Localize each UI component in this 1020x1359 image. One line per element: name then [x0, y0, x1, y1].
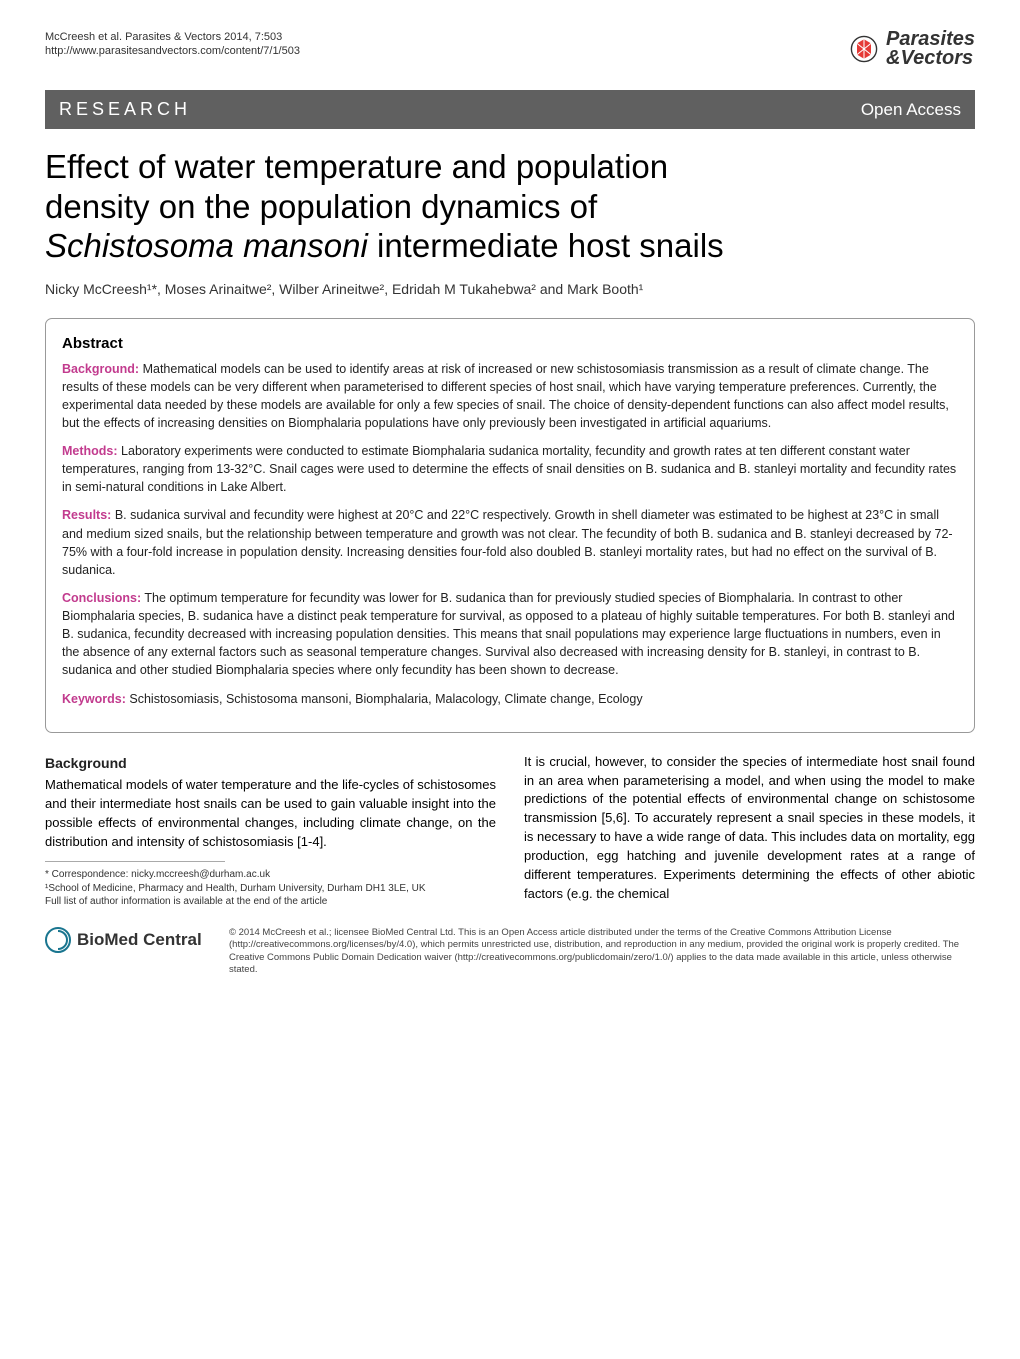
journal-logo: Parasites&Vectors — [850, 30, 975, 68]
abstract-methods-text: Laboratory experiments were conducted to… — [62, 444, 956, 494]
title-line-3-rest: intermediate host snails — [368, 227, 724, 264]
title-line-1: Effect of water temperature and populati… — [45, 148, 668, 185]
correspondence-block: * Correspondence: nicky.mccreesh@durham.… — [45, 868, 496, 909]
article-type-banner: RESEARCH Open Access — [45, 90, 975, 129]
abstract-background: Background: Mathematical models can be u… — [62, 360, 958, 433]
abstract-conclusions: Conclusions: The optimum temperature for… — [62, 589, 958, 680]
abstract-box: Abstract Background: Mathematical models… — [45, 318, 975, 733]
background-heading: Background — [45, 753, 496, 773]
footnote-divider — [45, 861, 225, 862]
background-para-1: Mathematical models of water temperature… — [45, 776, 496, 851]
abstract-background-label: Background: — [62, 362, 139, 376]
citation-line-1: McCreesh et al. Parasites & Vectors 2014… — [45, 30, 300, 44]
abstract-methods-label: Methods: — [62, 444, 118, 458]
background-para-2: It is crucial, however, to consider the … — [524, 753, 975, 904]
copyright-text: © 2014 McCreesh et al.; licensee BioMed … — [229, 927, 975, 976]
body-columns: Background Mathematical models of water … — [45, 753, 975, 909]
page-footer: BioMed Central © 2014 McCreesh et al.; l… — [45, 927, 975, 976]
biomed-central-logo: BioMed Central — [45, 927, 215, 953]
abstract-conclusions-text: The optimum temperature for fecundity wa… — [62, 591, 955, 678]
page-header: McCreesh et al. Parasites & Vectors 2014… — [45, 30, 975, 68]
abstract-results-label: Results: — [62, 508, 111, 522]
journal-logo-text: Parasites&Vectors — [886, 30, 975, 68]
correspondence-email: * Correspondence: nicky.mccreesh@durham.… — [45, 868, 496, 882]
title-line-2: density on the population dynamics of — [45, 188, 597, 225]
article-type-label: RESEARCH — [59, 97, 191, 122]
abstract-keywords: Keywords: Schistosomiasis, Schistosoma m… — [62, 690, 958, 708]
body-col-right: It is crucial, however, to consider the … — [524, 753, 975, 909]
biomed-central-icon — [45, 927, 71, 953]
abstract-background-text: Mathematical models can be used to ident… — [62, 362, 949, 430]
correspondence-note: Full list of author information is avail… — [45, 895, 496, 909]
abstract-heading: Abstract — [62, 333, 958, 354]
keywords-text: Schistosomiasis, Schistosoma mansoni, Bi… — [129, 692, 642, 706]
abstract-results: Results: B. sudanica survival and fecund… — [62, 506, 958, 579]
open-access-label: Open Access — [861, 98, 961, 122]
title-species: Schistosoma mansoni — [45, 227, 368, 264]
keywords-label: Keywords: — [62, 692, 126, 706]
abstract-methods: Methods: Laboratory experiments were con… — [62, 442, 958, 496]
biomed-central-text: BioMed Central — [77, 928, 202, 952]
body-col-left: Background Mathematical models of water … — [45, 753, 496, 909]
parasites-vectors-icon — [850, 35, 878, 63]
article-title: Effect of water temperature and populati… — [45, 147, 975, 266]
abstract-results-text: B. sudanica survival and fecundity were … — [62, 508, 953, 576]
author-list: Nicky McCreesh¹*, Moses Arinaitwe², Wilb… — [45, 280, 975, 300]
citation-block: McCreesh et al. Parasites & Vectors 2014… — [45, 30, 300, 59]
abstract-conclusions-label: Conclusions: — [62, 591, 141, 605]
correspondence-affiliation: ¹School of Medicine, Pharmacy and Health… — [45, 882, 496, 896]
citation-url: http://www.parasitesandvectors.com/conte… — [45, 44, 300, 58]
